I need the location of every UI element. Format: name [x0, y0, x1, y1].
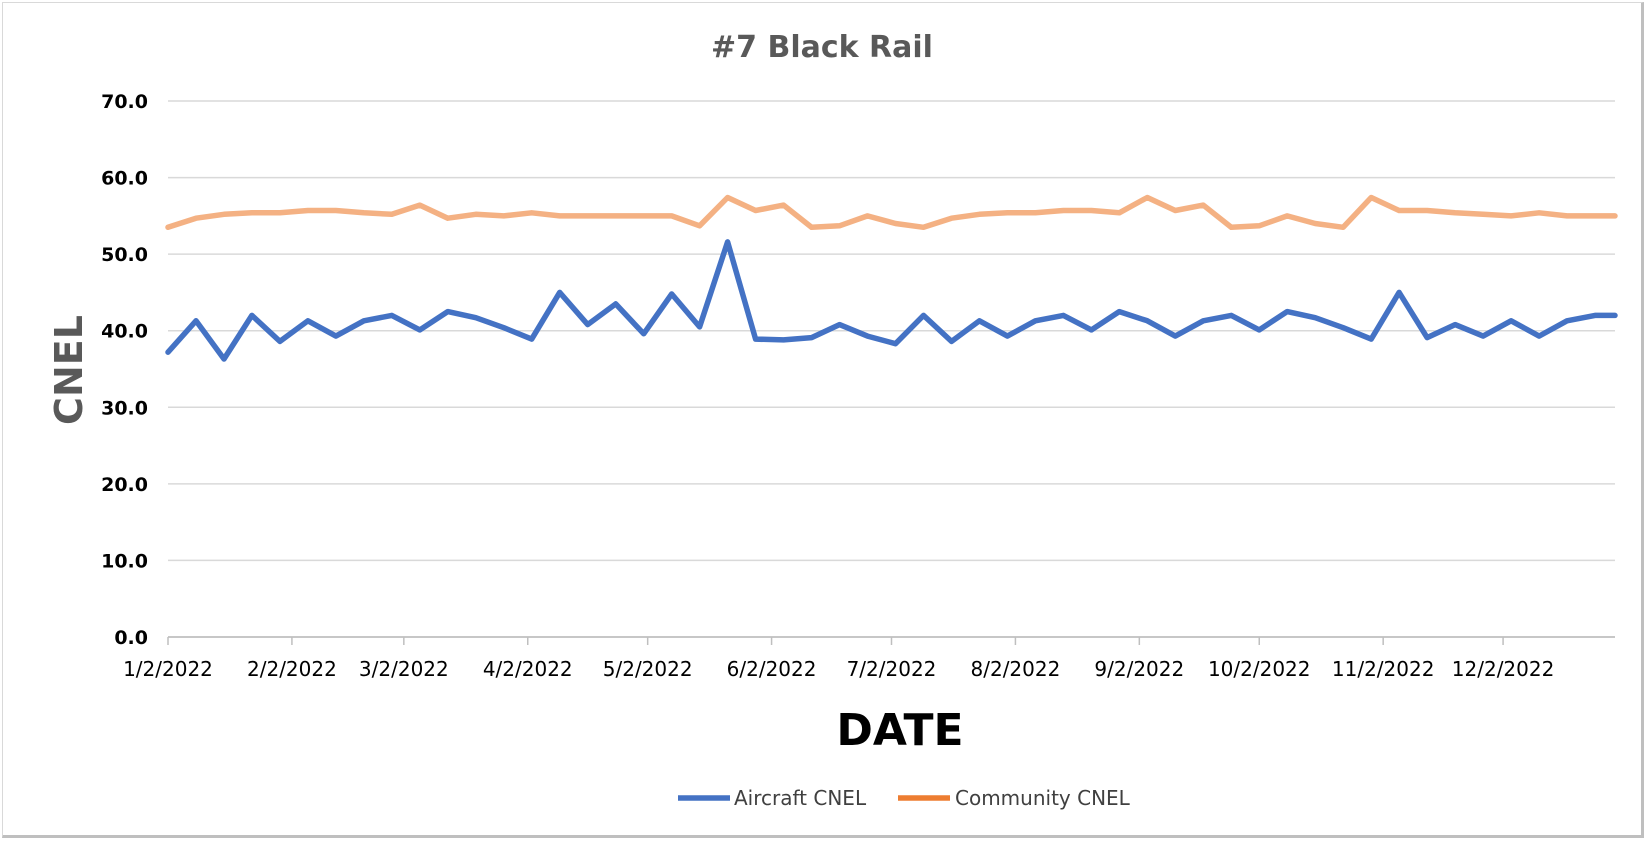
x-tick-label: 11/2/2022	[1332, 657, 1435, 681]
y-tick-label: 20.0	[101, 474, 148, 496]
chart-title: #7 Black Rail	[711, 30, 933, 65]
y-tick-label: 50.0	[101, 244, 148, 266]
x-tick-label: 9/2/2022	[1094, 657, 1184, 681]
y-tick-label: 70.0	[101, 91, 148, 113]
series-line-community-cnel	[165, 194, 1618, 231]
series-line-aircraft-cnel	[165, 239, 1618, 362]
legend-label: Aircraft CNEL	[734, 786, 867, 810]
gridlines	[168, 100, 1615, 638]
x-tick-label: 1/2/2022	[123, 657, 213, 681]
x-tick-label: 6/2/2022	[727, 657, 817, 681]
x-tick-label: 4/2/2022	[483, 657, 573, 681]
x-tick-label: 7/2/2022	[847, 657, 937, 681]
x-axis-label: DATE	[836, 705, 963, 756]
legend: Aircraft CNEL Community CNEL	[678, 786, 1131, 810]
y-axis-label: CNEL	[47, 315, 91, 425]
x-tick-label: 2/2/2022	[247, 657, 337, 681]
y-tick-label: 60.0	[101, 168, 148, 190]
series-lines	[165, 194, 1618, 362]
y-axis-ticks: 0.0 10.0 20.0 30.0 40.0 50.0 60.0 70.0	[101, 91, 148, 649]
y-tick-label: 10.0	[101, 550, 148, 572]
x-tick-label: 8/2/2022	[971, 657, 1061, 681]
legend-label: Community CNEL	[955, 786, 1131, 810]
x-tick-label: 10/2/2022	[1208, 657, 1311, 681]
y-tick-label: 40.0	[101, 321, 148, 343]
x-axis-ticks: 1/2/2022 2/2/2022 3/2/2022 4/2/2022 5/2/2022…	[123, 637, 1554, 681]
x-tick-label: 12/2/2022	[1452, 657, 1555, 681]
y-tick-label: 30.0	[101, 397, 148, 419]
x-tick-label: 3/2/2022	[359, 657, 449, 681]
x-tick-label: 5/2/2022	[603, 657, 693, 681]
y-tick-label: 0.0	[114, 627, 148, 649]
